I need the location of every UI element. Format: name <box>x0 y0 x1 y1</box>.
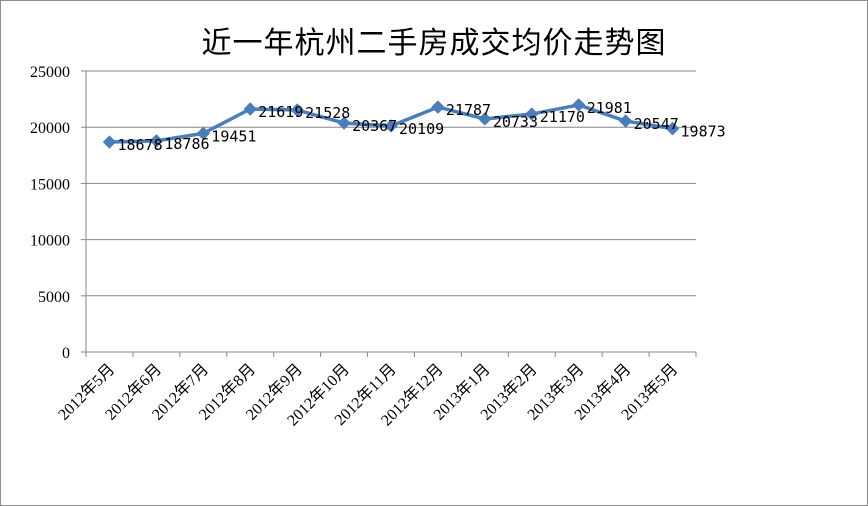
y-tick-labels: 0 5000 10000 15000 20000 25000 <box>30 64 70 362</box>
chart-title: 近一年杭州二手房成交均价走势图 <box>201 26 667 61</box>
data-point-marker <box>384 119 398 133</box>
data-point-marker <box>618 114 633 128</box>
data-point-marker <box>102 135 117 149</box>
data-label: 20367 <box>352 117 397 135</box>
data-label: 18786 <box>164 135 209 153</box>
data-point-marker <box>525 107 539 121</box>
data-point-marker <box>243 102 257 116</box>
data-point-marker <box>337 116 351 130</box>
data-label: 21170 <box>540 108 585 126</box>
data-label: 21528 <box>305 104 350 122</box>
data-label: 20109 <box>399 120 444 138</box>
y-tick-label: 5000 <box>38 289 70 306</box>
y-tick-label: 0 <box>62 345 70 362</box>
data-point-marker <box>665 121 680 136</box>
data-point-marker <box>478 112 492 126</box>
x-tick-labels: 2012年5月2012年6月2012年7月2012年8月2012年9月2012年… <box>55 360 682 429</box>
y-tick-label: 25000 <box>30 64 70 81</box>
data-point-marker <box>196 126 211 141</box>
data-label: 19873 <box>681 123 726 141</box>
data-label: 21619 <box>258 103 303 121</box>
data-label: 20547 <box>634 115 679 133</box>
data-point-marker <box>571 98 586 112</box>
data-point-marker <box>149 134 164 148</box>
data-label: 20733 <box>493 113 538 131</box>
data-label: 18678 <box>117 136 162 154</box>
y-tick-label: 15000 <box>30 176 70 193</box>
gridlines <box>86 70 696 297</box>
axes <box>81 70 697 357</box>
data-point-marker <box>431 100 445 114</box>
data-point-marker <box>290 103 304 117</box>
series-line-group <box>102 98 680 149</box>
y-tick-label: 20000 <box>30 120 70 137</box>
data-label: 21787 <box>446 101 491 119</box>
y-tick-label: 10000 <box>30 233 70 250</box>
data-label: 21981 <box>587 99 632 117</box>
data-label: 19451 <box>211 127 256 145</box>
